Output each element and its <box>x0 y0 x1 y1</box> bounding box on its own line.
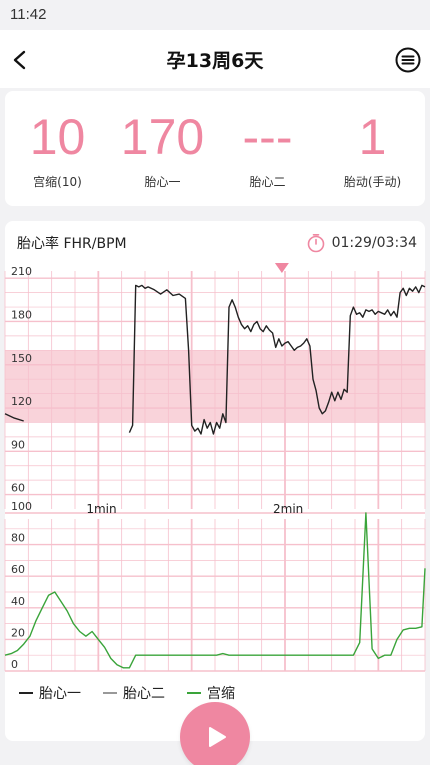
fhr-tick-label: 180 <box>11 308 32 321</box>
timer: 01:29/03:34 <box>306 233 417 253</box>
chart-legend: 胎心一 胎心二 宫缩 <box>19 683 257 703</box>
toco-tick-label: 40 <box>11 595 25 608</box>
toco-tick-label: 100 <box>11 500 32 513</box>
toco-tick-label: 60 <box>11 563 25 576</box>
menu-button[interactable] <box>394 46 422 74</box>
legend-swatch <box>19 692 33 694</box>
stats-card: 10 宫缩(10) 170 胎心一 --- 胎心二 1 胎动(手动) <box>5 91 425 206</box>
ctg-chart[interactable]: 210 180 150 120 90 60 100 80 60 40 20 0 1min 2min <box>4 261 426 706</box>
stat-contraction: 10 宫缩(10) <box>5 107 110 190</box>
legend-item-toco: 宫缩 <box>187 683 235 703</box>
stat-label: 胎心一 <box>144 175 181 189</box>
toco-tick-label: 20 <box>11 626 25 639</box>
stat-value: 1 <box>358 109 387 165</box>
chart-title: 胎心率 FHR/BPM <box>17 236 127 252</box>
nav-bar: 孕13周6天 <box>0 30 430 88</box>
stat-fetal-movement: 1 胎动(手动) <box>320 107 425 190</box>
fhr-tick-label: 150 <box>11 352 32 365</box>
fhr-tick-label: 90 <box>11 438 25 451</box>
triangle-down-icon <box>274 263 289 273</box>
status-time: 11:42 <box>10 6 47 23</box>
chart-card: 胎心率 FHR/BPM 01:29/03:34 210 180 150 120 90 60… <box>4 221 426 741</box>
status-bar: 11:42 <box>0 0 430 30</box>
play-icon <box>209 727 226 747</box>
legend-label: 胎心二 <box>123 686 165 702</box>
stat-value: --- <box>242 109 293 165</box>
time-tick-label: 2min <box>273 502 303 516</box>
fhr-tick-label: 60 <box>11 482 25 495</box>
legend-item-fhr1: 胎心一 <box>19 683 81 703</box>
stat-value: 10 <box>29 109 86 165</box>
stat-fhr2: --- 胎心二 <box>215 107 320 190</box>
play-button[interactable] <box>180 702 250 765</box>
legend-swatch <box>187 692 201 694</box>
toco-series-line <box>4 512 426 669</box>
stat-fhr1: 170 胎心一 <box>110 107 215 190</box>
legend-label: 胎心一 <box>39 686 81 702</box>
back-button[interactable] <box>4 42 40 78</box>
time-tick-label: 1min <box>86 502 116 516</box>
legend-swatch <box>103 692 117 694</box>
toco-tick-label: 0 <box>11 658 18 671</box>
toco-tick-label: 80 <box>11 532 25 545</box>
fhr1-series-line <box>4 284 426 435</box>
chevron-left-icon <box>13 50 26 70</box>
timer-text: 01:29/03:34 <box>331 235 417 251</box>
stat-label: 胎心二 <box>249 175 286 189</box>
stat-label: 胎动(手动) <box>343 175 402 189</box>
fhr-tick-label: 210 <box>11 265 32 278</box>
legend-item-fhr2: 胎心二 <box>103 683 165 703</box>
fhr-tick-label: 120 <box>11 395 32 408</box>
stat-label: 宫缩(10) <box>33 175 82 189</box>
stat-value: 170 <box>120 109 205 165</box>
menu-circle-icon <box>395 47 421 73</box>
stopwatch-icon <box>307 233 324 253</box>
page-title: 孕13周6天 <box>166 50 264 72</box>
legend-label: 宫缩 <box>207 686 235 702</box>
